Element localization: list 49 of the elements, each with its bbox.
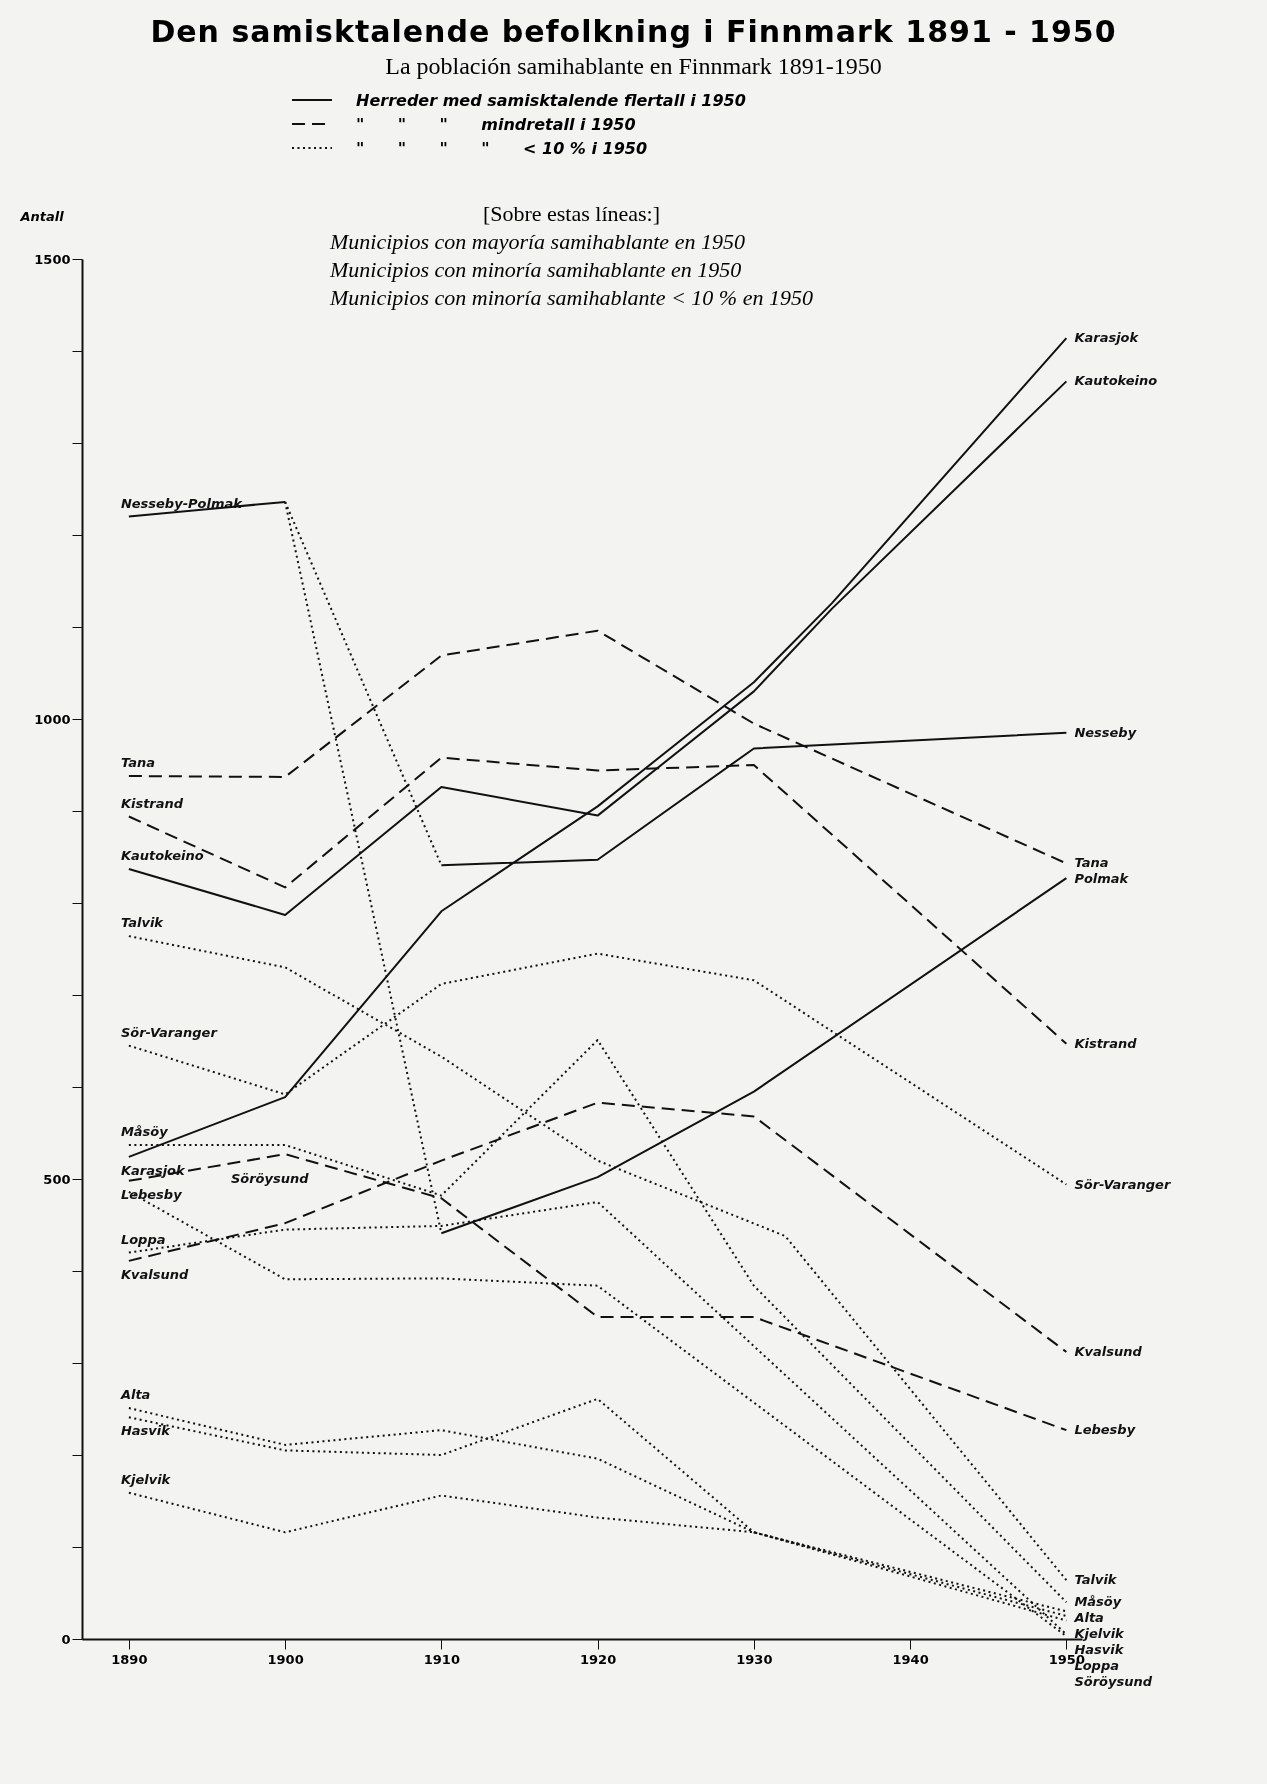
series-label: Karasjok [1074, 330, 1140, 346]
series-label: Hasvik [120, 1423, 172, 1439]
series-label: Loppa [120, 1231, 166, 1247]
text: Kistrand [120, 795, 184, 811]
series-label: Lebesby [1074, 1422, 1136, 1438]
x-tick-label: 1940 [892, 1651, 929, 1667]
text: [Sobre estas líneas:] [481, 200, 662, 228]
x-tick-label: 1930 [736, 1651, 773, 1667]
annotation: Municipios con minoría samihablante < 10 % en 1950 [330, 284, 813, 312]
series-label: Nesseby [1074, 724, 1137, 740]
series-label: Sör-Varanger [1074, 1176, 1172, 1192]
x-tick-label: 1910 [423, 1651, 460, 1667]
series-label: Måsöy [120, 1123, 169, 1139]
text: Söröysund [230, 1170, 309, 1186]
y-tick-label: 1500 [34, 251, 71, 267]
text: Kvalsund [120, 1266, 189, 1282]
series-label: Tana [120, 755, 155, 771]
series-label: Kistrand [1074, 1035, 1138, 1051]
series-label: Nesseby-Polmak [120, 495, 244, 511]
series-label: Alta [1073, 1610, 1104, 1626]
chart-subtitle: La población samihablante en Finnmark 1891-1950 [384, 53, 883, 80]
text: " " " mindretall i 1950 [356, 114, 636, 134]
y-tick-label: 0 [61, 1631, 71, 1647]
text: Karasjok [120, 1162, 185, 1178]
text: " " " " < 10 % i 1950 [356, 138, 648, 158]
series-label: Kjelvik [120, 1471, 172, 1487]
text: Kautokeino [120, 847, 204, 863]
text: Herreder med samisktalende flertall i 1950 [356, 90, 746, 110]
chart-title: Den samisktalende befolkning i Finnmark 1891 - 1950 [149, 14, 1118, 49]
text: Sör-Varanger [120, 1024, 217, 1040]
series-label: Talvik [1074, 1572, 1118, 1588]
series-label: Kautokeino [1074, 373, 1158, 389]
series-label: Polmak [1074, 871, 1130, 887]
y-axis-title: Antall [19, 208, 65, 224]
x-tick-label: 1900 [267, 1651, 304, 1667]
text: Kjelvik [1074, 1626, 1124, 1642]
text: Talvik [120, 915, 164, 931]
text: Municipios con mayoría samihablante en 1950 [330, 228, 746, 256]
y-tick-label: 500 [43, 1171, 71, 1187]
text: Tana [1074, 855, 1109, 871]
y-tick-label: 1000 [34, 711, 71, 727]
text: Alta [120, 1387, 151, 1403]
text: Söröysund [1074, 1674, 1153, 1690]
x-tick-label: 1890 [111, 1651, 148, 1667]
series-label: Kvalsund [1074, 1343, 1143, 1359]
text: Måsöy [1074, 1594, 1122, 1610]
text: Lebesby [120, 1186, 182, 1202]
x-tick-label: 1920 [580, 1651, 617, 1667]
annotation: Municipios con minoría samihablante en 1950 [330, 256, 743, 284]
